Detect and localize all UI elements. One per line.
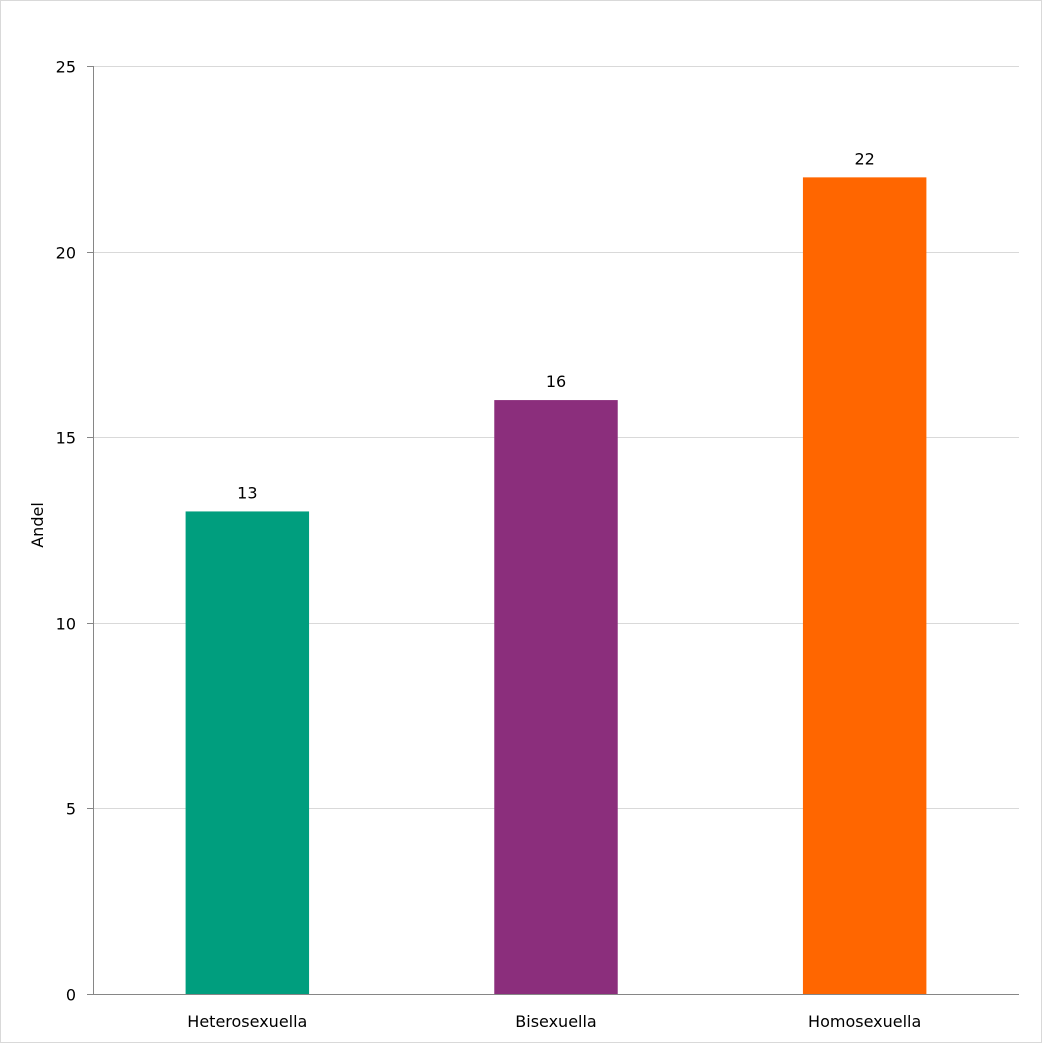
x-tick-labels: Heterosexuella Bisexuella Homosexuella xyxy=(187,1012,921,1031)
data-label: 13 xyxy=(237,483,257,502)
bars xyxy=(185,177,927,995)
x-tick-label: Bisexuella xyxy=(515,1012,596,1031)
x-tick-label: Homosexuella xyxy=(808,1012,921,1031)
y-tick-label: 0 xyxy=(66,986,76,1005)
y-tick-labels: 0 5 10 15 20 25 xyxy=(56,58,76,1005)
bar-homosexuella xyxy=(802,177,927,995)
data-label: 16 xyxy=(546,372,566,391)
axes xyxy=(87,66,1019,995)
data-labels: 13 16 22 xyxy=(237,149,875,502)
bar-heterosexuella xyxy=(185,511,310,994)
bar-bisexuella xyxy=(494,400,618,995)
data-label: 22 xyxy=(854,149,874,168)
y-tick-label: 15 xyxy=(56,429,76,448)
y-tick-label: 10 xyxy=(56,615,76,634)
y-tick-label: 5 xyxy=(66,800,76,819)
y-tick-label: 20 xyxy=(56,244,76,263)
y-tick-label: 25 xyxy=(56,58,76,77)
y-axis-title: Andel xyxy=(28,502,47,548)
x-tick-label: Heterosexuella xyxy=(187,1012,307,1031)
